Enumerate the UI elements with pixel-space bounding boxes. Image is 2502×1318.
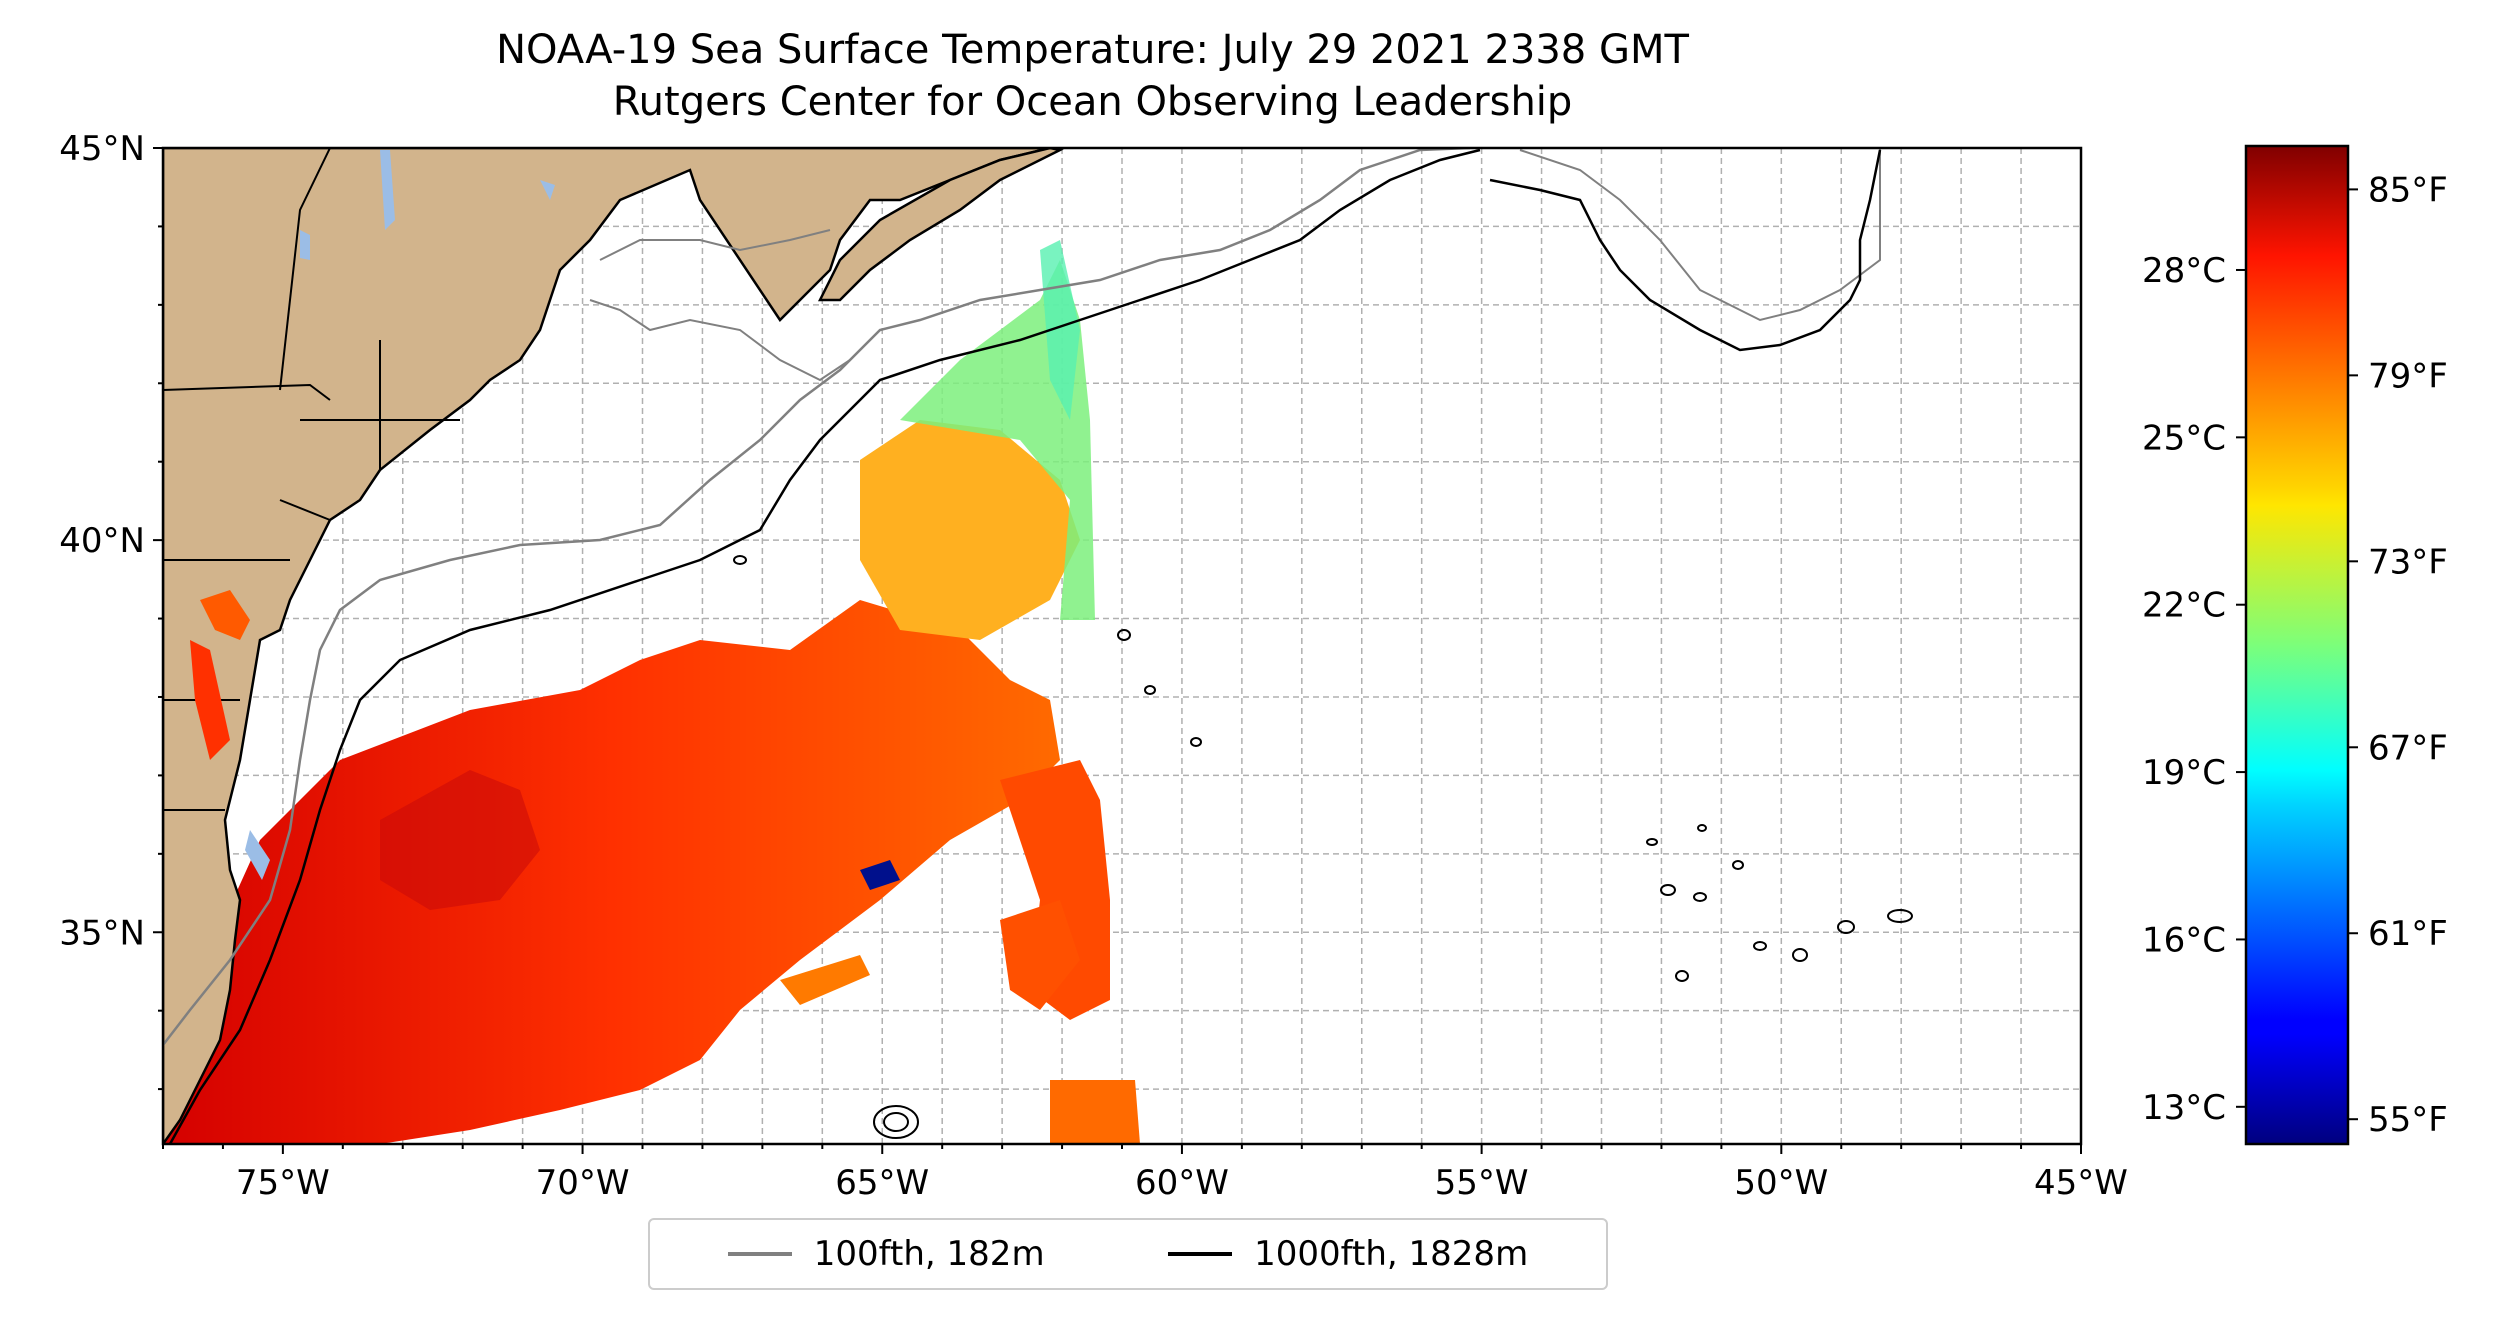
chart-title: NOAA-19 Sea Surface Temperature: July 29… (0, 24, 2185, 128)
fahrenheit-tick-label: 73°F (2368, 542, 2448, 582)
celsius-tick-label: 16°C (2142, 920, 2226, 960)
fahrenheit-tick-label: 85°F (2368, 170, 2448, 210)
celsius-tick-label: 22°C (2142, 586, 2226, 626)
lat-tick-label: 45°N (59, 129, 145, 169)
fahrenheit-tick-label: 61°F (2368, 914, 2448, 954)
lakes (245, 150, 555, 880)
sst-warm-south (163, 600, 1060, 1144)
chesapeake-bay-south (190, 640, 230, 760)
lat-tick-label: 35°N (59, 913, 145, 953)
legend-item-1000fth: 1000fth, 1828m (1168, 1234, 1528, 1274)
lon-tick-label: 45°W (2034, 1163, 2128, 1203)
legend-item-100fth: 100fth, 182m (727, 1234, 1045, 1274)
lon-tick-label: 55°W (1435, 1163, 1529, 1203)
legend: 100fth, 182m 1000fth, 1828m (648, 1218, 1608, 1290)
sst-warm-east (1000, 760, 1110, 1020)
longitude-axis: 75°W 70°W 65°W 60°W 55°W 50°W 45°W (162, 1144, 2128, 1203)
contour-100fth (163, 148, 1471, 1046)
celsius-tick-label: 19°C (2142, 753, 2226, 793)
sst-cool-north (900, 260, 1095, 620)
latitude-axis: 45°N 40°N 35°N (59, 129, 163, 1091)
lon-tick-label: 75°W (236, 1163, 330, 1203)
legend-label-100fth: 100fth, 182m (813, 1234, 1045, 1274)
colorbar-celsius-axis: 13°C 16°C 19°C 22°C 25°C 28°C (2142, 251, 2246, 1128)
title-line-2: Rutgers Center for Ocean Observing Leade… (612, 79, 1573, 125)
legend-label-1000fth: 1000fth, 1828m (1254, 1234, 1529, 1274)
fahrenheit-tick-label: 55°F (2368, 1100, 2448, 1140)
land-north-america (163, 148, 1051, 1144)
lon-tick-label: 65°W (835, 1163, 929, 1203)
title-line-1: NOAA-19 Sea Surface Temperature: July 29… (496, 27, 1689, 73)
sst-fragment-1 (780, 955, 870, 1005)
colorbar-fahrenheit-axis: 55°F 61°F 67°F 73°F 79°F 85°F (2348, 170, 2448, 1140)
seamounts (733, 555, 1913, 1139)
colorbar-gradient (2244, 144, 2350, 1146)
lat-tick-label: 40°N (59, 521, 145, 561)
fahrenheit-tick-label: 67°F (2368, 728, 2448, 768)
sst-cold-spot (860, 860, 900, 890)
lon-tick-label: 70°W (536, 1163, 630, 1203)
celsius-tick-label: 25°C (2142, 418, 2226, 458)
sst-fragment-2 (1000, 900, 1080, 1010)
sst-warm-core (380, 770, 540, 910)
sst-fragment-3 (1050, 1080, 1140, 1144)
chesapeake-bay (200, 590, 250, 640)
land-nova-scotia (817, 148, 1064, 302)
legend-line-1000fth (1168, 1252, 1233, 1256)
lon-tick-label: 60°W (1135, 1163, 1229, 1203)
celsius-tick-label: 13°C (2142, 1088, 2226, 1128)
sst-cool-shelf (860, 420, 1080, 640)
legend-line-100fth (727, 1252, 792, 1256)
lon-tick-label: 50°W (1734, 1163, 1828, 1203)
celsius-tick-label: 28°C (2142, 251, 2226, 291)
fahrenheit-tick-label: 79°F (2368, 356, 2448, 396)
state-borders (163, 148, 460, 811)
contour-1000fth (168, 148, 1882, 1144)
